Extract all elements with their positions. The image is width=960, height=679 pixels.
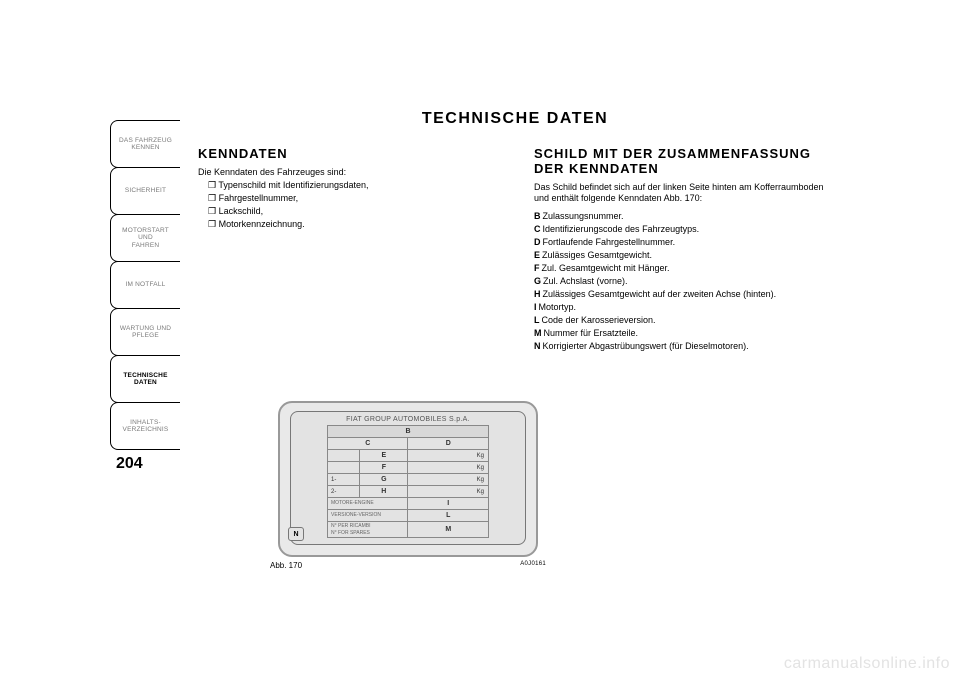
figure-caption: Abb. 170 A0J0161: [268, 561, 548, 570]
def-item: GZul. Achslast (vorne).: [534, 276, 840, 286]
columns: KENNDATEN Die Kenndaten des Fahrzeuges s…: [180, 146, 850, 354]
plate-cell-kg: Kg: [408, 474, 489, 486]
plate-cell-l: L: [408, 510, 489, 522]
bullet: Motorkennzeichnung.: [208, 219, 504, 230]
tab-kennen: DAS FAHRZEUG KENNEN: [110, 120, 180, 168]
plate-label-version: VERSIONE-VERSION: [331, 512, 381, 518]
bullet: Fahrgestellnummer,: [208, 193, 504, 204]
plate-table: B C D E Kg F Kg: [327, 425, 489, 538]
plate-cell-d: D: [408, 438, 489, 450]
figure-code: A0J0161: [520, 561, 546, 570]
plate-cell-1: 1-: [328, 474, 360, 486]
sidebar-tabs: DAS FAHRZEUG KENNEN SICHERHEIT MOTORSTAR…: [110, 120, 180, 479]
plate-cell-2: 2-: [328, 486, 360, 498]
figure-number: Abb. 170: [270, 561, 302, 570]
left-column: KENNDATEN Die Kenndaten des Fahrzeuges s…: [198, 146, 504, 354]
plate-cell-kg: Kg: [408, 486, 489, 498]
bullet: Lackschild,: [208, 206, 504, 217]
tab-motorstart: MOTORSTART UND FAHREN: [110, 214, 180, 262]
page-number: 204: [116, 455, 143, 473]
page-number-box: 204: [110, 449, 180, 479]
def-item: IMotortyp.: [534, 302, 840, 312]
figure-170: FIAT GROUP AUTOMOBILES S.p.A. B C D E Kg: [268, 401, 548, 570]
definition-list: BZulassungsnummer. CIdentifizierungscode…: [534, 211, 840, 351]
def-item: FZul. Gesamtgewicht mit Hänger.: [534, 263, 840, 273]
plate-cell-kg: Kg: [408, 450, 489, 462]
def-item: CIdentifizierungscode des Fahrzeugtyps.: [534, 224, 840, 234]
manual-page: DAS FAHRZEUG KENNEN SICHERHEIT MOTORSTAR…: [110, 110, 850, 570]
plate-cell-e: E: [360, 450, 408, 462]
tab-technische-daten: TECHNISCHE DATEN: [110, 355, 180, 403]
plate-cell-g: G: [360, 474, 408, 486]
left-heading: KENNDATEN: [198, 146, 504, 161]
tab-wartung: WARTUNG UND PFLEGE: [110, 308, 180, 356]
type-plate: FIAT GROUP AUTOMOBILES S.p.A. B C D E Kg: [278, 401, 538, 557]
tab-sicherheit: SICHERHEIT: [110, 167, 180, 215]
bullet: Typenschild mit Identifizierungsdaten,: [208, 180, 504, 191]
plate-cell-f: F: [360, 462, 408, 474]
plate-cell-c: C: [328, 438, 408, 450]
def-item: DFortlaufende Fahrgestellnummer.: [534, 237, 840, 247]
right-intro: Das Schild befindet sich auf der linken …: [534, 182, 840, 205]
def-item: HZulässiges Gesamtgewicht auf der zweite…: [534, 289, 840, 299]
tab-inhalt: INHALTS- VERZEICHNIS: [110, 402, 180, 450]
type-plate-inner: FIAT GROUP AUTOMOBILES S.p.A. B C D E Kg: [290, 411, 526, 545]
bullet-list: Typenschild mit Identifizierungsdaten, F…: [198, 180, 504, 230]
plate-cell-m: M: [408, 522, 489, 538]
page-title: TECHNISCHE DATEN: [180, 110, 850, 128]
plate-cell-h: H: [360, 486, 408, 498]
def-item: LCode der Karosserieversion.: [534, 315, 840, 325]
left-intro: Die Kenndaten des Fahrzeuges sind:: [198, 167, 504, 177]
right-heading: SCHILD MIT DER ZUSAMMENFASSUNG DER KENND…: [534, 146, 840, 176]
def-item: EZulässiges Gesamtgewicht.: [534, 250, 840, 260]
right-column: SCHILD MIT DER ZUSAMMENFASSUNG DER KENND…: [534, 146, 840, 354]
plate-label-spares: N° PER RICAMBI N° FOR SPARES: [331, 523, 371, 536]
content-area: TECHNISCHE DATEN KENNDATEN Die Kenndaten…: [180, 110, 850, 570]
plate-cell-kg: Kg: [408, 462, 489, 474]
plate-cell-i: I: [408, 498, 489, 510]
plate-cell-b: B: [328, 426, 489, 438]
plate-manufacturer: FIAT GROUP AUTOMOBILES S.p.A.: [327, 416, 489, 423]
def-item: BZulassungsnummer.: [534, 211, 840, 221]
def-item: NKorrigierter Abgastrübungswert (für Die…: [534, 341, 840, 351]
watermark: carmanualsonline.info: [784, 655, 950, 673]
plate-cell-n: N: [288, 527, 304, 541]
plate-label-motor: MOTORE-ENGINE: [331, 500, 374, 506]
def-item: MNummer für Ersatzteile.: [534, 328, 840, 338]
tab-notfall: IM NOTFALL: [110, 261, 180, 309]
